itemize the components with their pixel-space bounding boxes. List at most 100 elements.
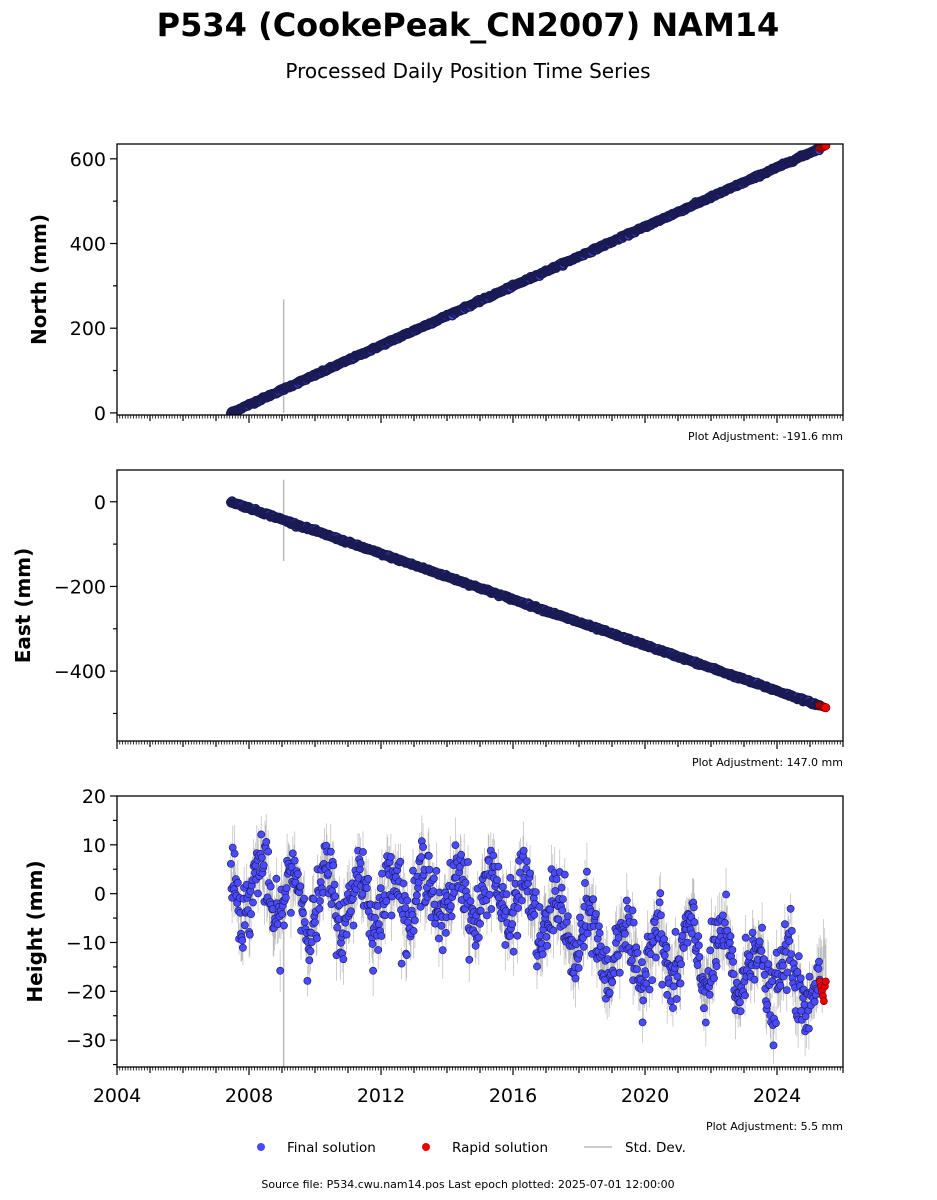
final-point	[374, 946, 383, 954]
final-point	[776, 981, 785, 990]
final-point	[374, 920, 383, 929]
final-point	[769, 1041, 778, 1050]
final-point	[254, 889, 262, 898]
final-point	[315, 904, 324, 913]
final-point	[257, 830, 266, 839]
final-point	[629, 918, 638, 927]
final-point	[576, 913, 584, 922]
final-point	[814, 964, 823, 973]
final-point	[517, 896, 526, 905]
final-point	[508, 920, 517, 929]
final-point	[757, 947, 766, 955]
final-point	[549, 926, 558, 935]
final-point	[371, 913, 379, 922]
east-y-tick-label: −400	[54, 661, 106, 683]
final-point	[438, 946, 447, 955]
final-point	[526, 869, 534, 878]
final-point	[546, 905, 555, 914]
x-tick-label: 2024	[753, 1085, 801, 1107]
final-point	[402, 951, 411, 959]
final-point	[662, 944, 671, 952]
final-point	[581, 879, 589, 887]
height-rapid-points	[816, 977, 830, 1005]
final-point	[282, 884, 291, 893]
final-point	[787, 950, 796, 958]
final-point	[378, 869, 386, 878]
final-point	[750, 975, 759, 984]
final-point	[293, 870, 302, 878]
final-point	[602, 946, 611, 954]
final-point	[461, 878, 470, 887]
final-point	[760, 970, 769, 979]
final-point	[535, 903, 544, 911]
final-point	[326, 847, 335, 856]
final-point	[710, 974, 718, 983]
final-point	[505, 932, 514, 940]
final-point	[782, 986, 791, 994]
final-point	[316, 897, 324, 905]
final-point	[288, 849, 297, 858]
final-point	[543, 941, 551, 950]
final-point	[437, 922, 446, 930]
final-point	[595, 922, 603, 931]
final-point	[424, 852, 433, 860]
rapid-point	[821, 144, 831, 151]
final-point	[298, 909, 307, 918]
height-y-tick-label: 20	[82, 786, 106, 808]
final-point	[399, 879, 408, 888]
final-point	[306, 947, 315, 956]
final-point	[736, 1007, 745, 1016]
final-point	[272, 874, 281, 883]
final-point	[589, 895, 598, 904]
north-final-points	[226, 144, 825, 415]
height-y-tick-label: 10	[82, 835, 106, 857]
final-point	[441, 929, 450, 937]
final-point	[300, 894, 309, 903]
final-point	[276, 966, 285, 975]
final-point	[741, 991, 749, 1000]
final-point	[429, 874, 438, 883]
final-point	[660, 935, 668, 944]
final-point	[772, 1019, 780, 1027]
final-point	[331, 892, 340, 901]
final-point	[689, 903, 698, 912]
final-point	[633, 948, 642, 957]
final-point	[614, 934, 623, 942]
final-point	[639, 996, 648, 1005]
final-point	[700, 1004, 708, 1013]
final-point	[658, 980, 667, 989]
final-point	[530, 910, 539, 919]
north-panel: 0 200 400 600 North (mm) Plot Adjustment: -19…	[27, 143, 844, 443]
final-point	[476, 906, 485, 915]
final-point	[729, 958, 737, 966]
final-point	[729, 970, 738, 979]
final-point	[652, 953, 660, 962]
final-point	[312, 934, 321, 943]
x-tick-label: 2016	[489, 1085, 537, 1107]
east-y-tick-label: 0	[94, 492, 106, 514]
height-x-ticks	[116, 1067, 844, 1075]
final-point	[238, 943, 247, 952]
north-y-ticks: 0 200 400 600	[70, 149, 117, 425]
height-y-tick-label: −10	[66, 932, 106, 954]
final-point	[758, 923, 766, 932]
final-point	[471, 941, 480, 950]
final-point	[259, 861, 268, 870]
height-final-points	[226, 830, 824, 1050]
final-point	[376, 884, 385, 892]
east-panel: 0 −200 −400 East (mm) Plot Adjustment: 147.0…	[11, 469, 844, 769]
final-point	[290, 856, 299, 865]
east-y-axis-label: East (mm)	[11, 548, 35, 664]
final-point	[501, 941, 510, 949]
final-point	[558, 906, 567, 915]
final-point	[464, 858, 472, 866]
height-plot-adjustment: Plot Adjustment: 5.5 mm	[706, 1120, 843, 1133]
final-point	[614, 951, 622, 960]
height-plot-area	[226, 814, 830, 1067]
final-point	[669, 982, 678, 991]
final-point	[583, 929, 592, 938]
final-point	[571, 974, 580, 983]
final-point	[513, 931, 522, 940]
rapid-point	[821, 703, 831, 713]
